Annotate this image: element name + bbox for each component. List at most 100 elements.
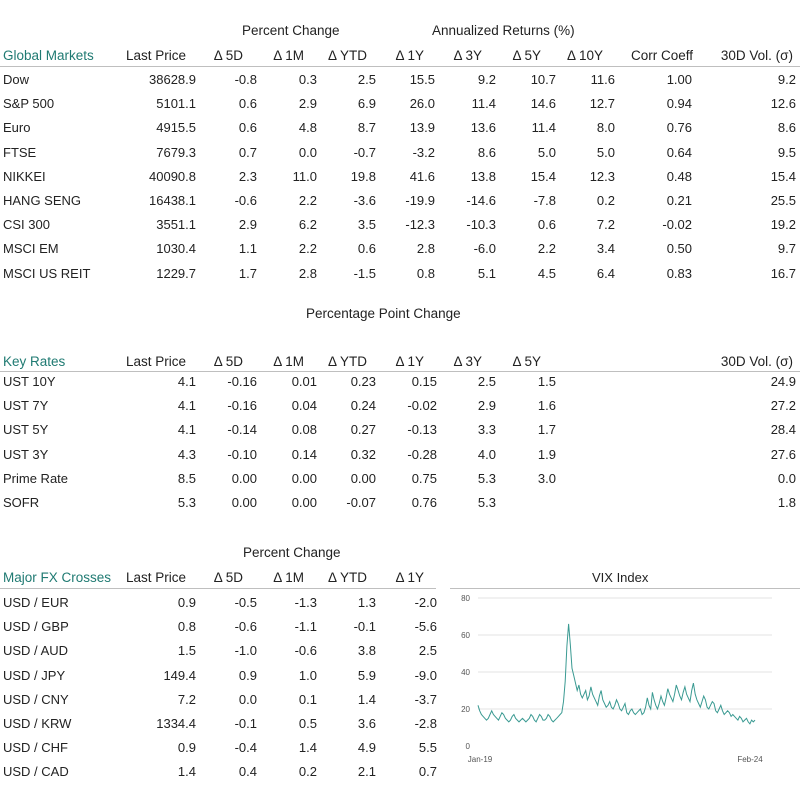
global-markets-title: Global Markets	[3, 48, 94, 63]
column-header-ytd: Δ YTD	[327, 48, 367, 63]
chart-title: VIX Index	[592, 570, 649, 585]
x-tick-label: Jan-19	[468, 755, 493, 764]
row-label: S&P 500	[3, 96, 55, 112]
cell-1m: 0.0	[298, 144, 317, 160]
cell-3y: 5.1	[477, 265, 496, 281]
table-row: USD / GBP 0.8 -0.6 -1.1 -0.1 -5.6	[0, 619, 800, 643]
row-label: Euro	[3, 120, 31, 136]
cell-3y: -10.3	[466, 217, 496, 233]
cell-5d: -0.10	[227, 446, 257, 462]
cell-30d-vol: 9.7	[777, 241, 796, 257]
table-row: USD / CNY 7.2 0.0 0.1 1.4 -3.7	[0, 692, 800, 716]
cell-last-price: 0.8	[177, 619, 196, 635]
cell-5y: 10.7	[530, 72, 556, 87]
cell-1y: -3.7	[414, 691, 437, 707]
cell-ytd: -1.5	[353, 265, 376, 281]
cell-ytd: 6.9	[357, 96, 376, 112]
cell-last-price: 4.3	[177, 446, 196, 462]
cell-30d-vol: 9.2	[777, 72, 796, 87]
cell-ytd: 2.5	[357, 72, 376, 87]
cell-ytd: -3.6	[353, 193, 376, 208]
y-tick-label: 80	[461, 594, 470, 603]
cell-corr-coeff: 0.76	[666, 120, 692, 136]
table-row: USD / CAD 1.4 0.4 0.2 2.1 0.7	[0, 764, 800, 788]
cell-30d-vol: 0.0	[777, 470, 796, 486]
table-row: FTSE 7679.3 0.7 0.0 -0.7 -3.2 8.6 5.0 5.0 0.64 9.5	[0, 145, 800, 169]
cell-1y: -2.0	[414, 595, 437, 610]
fx-header-divider	[0, 588, 436, 589]
cell-1y: -3.2	[412, 144, 435, 160]
table-row: USD / JPY 149.4 0.9 1.0 5.9 -9.0	[0, 668, 800, 692]
row-label: NIKKEI	[3, 168, 46, 184]
cell-5y: 1.9	[537, 446, 556, 462]
table-row: UST 3Y 4.3 -0.10 0.14 0.32 -0.28 4.0 1.9 27.6	[0, 447, 800, 471]
cell-3y: 4.0	[477, 446, 496, 462]
cell-ytd: 3.5	[357, 217, 376, 233]
cell-5d: 0.00	[231, 470, 257, 486]
cell-corr-coeff: 0.48	[666, 168, 692, 184]
cell-1m: 2.2	[298, 193, 317, 208]
row-label: HANG SENG	[3, 193, 82, 208]
cell-last-price: 1.5	[177, 643, 196, 659]
cell-5d: 2.9	[238, 217, 257, 233]
cell-5y: 3.0	[537, 470, 556, 486]
row-label: USD / CNY	[3, 691, 69, 707]
column-header-1y: Δ 1Y	[395, 354, 424, 369]
column-header-5y: Δ 5Y	[512, 48, 541, 63]
cell-1y: 0.8	[416, 265, 435, 281]
cell-ytd: -0.07	[346, 495, 376, 510]
cell-5d: -0.8	[234, 72, 257, 87]
row-label: FTSE	[3, 144, 37, 160]
global-annualized-returns-group-header: Annualized Returns (%)	[432, 23, 575, 38]
table-row: HANG SENG 16438.1 -0.6 2.2 -3.6 -19.9 -14.6 -7.…	[0, 193, 800, 217]
cell-last-price: 40090.8	[149, 168, 196, 184]
table-row: USD / KRW 1334.4 -0.1 0.5 3.6 -2.8	[0, 716, 800, 740]
cell-5d: -0.1	[234, 716, 257, 731]
cell-1m: -0.6	[294, 643, 317, 659]
cell-1m: 1.0	[298, 667, 317, 683]
cell-ytd: 1.4	[357, 691, 376, 707]
column-header-last-price: Last Price	[125, 354, 186, 369]
cell-30d-vol: 15.4	[770, 168, 796, 184]
cell-ytd: 0.23	[350, 374, 376, 389]
row-label: USD / CHF	[3, 740, 68, 756]
row-label: USD / JPY	[3, 667, 66, 683]
cell-1y: -9.0	[414, 667, 437, 683]
cell-last-price: 4915.5	[156, 120, 196, 136]
cell-30d-vol: 19.2	[770, 217, 796, 233]
cell-5y: 4.5	[537, 265, 556, 281]
table-row: USD / EUR 0.9 -0.5 -1.3 1.3 -2.0	[0, 595, 800, 619]
vix-line-chart: 0 20 40 60 80 Jan-19 Feb-24	[461, 594, 772, 764]
cell-1m: 0.08	[291, 422, 317, 438]
cell-30d-vol: 25.5	[770, 193, 796, 208]
cell-5d: 0.7	[238, 144, 257, 160]
table-row: UST 10Y 4.1 -0.16 0.01 0.23 0.15 2.5 1.5 24.9	[0, 374, 800, 398]
cell-last-price: 0.9	[177, 595, 196, 610]
cell-3y: 11.4	[471, 96, 496, 112]
cell-corr-coeff: 1.00	[666, 72, 692, 87]
column-header-1m: Δ 1M	[273, 570, 304, 585]
cell-ytd: -0.7	[353, 144, 376, 160]
cell-30d-vol: 1.8	[777, 495, 796, 510]
row-label: MSCI US REIT	[3, 265, 91, 281]
cell-ytd: 19.8	[350, 168, 376, 184]
cell-1m: 0.3	[298, 72, 317, 87]
cell-1m: 0.04	[291, 398, 317, 414]
row-label: UST 5Y	[3, 422, 49, 438]
cell-last-price: 5101.1	[156, 96, 196, 112]
cell-last-price: 8.5	[177, 470, 196, 486]
cell-1m: 0.14	[291, 446, 317, 462]
column-header-3y: Δ 3Y	[453, 354, 482, 369]
cell-ytd: 0.24	[350, 398, 376, 414]
cell-ytd: 0.6	[357, 241, 376, 257]
cell-1y: 2.5	[418, 643, 437, 659]
cell-5d: 1.1	[238, 241, 257, 257]
cell-ytd: 3.8	[357, 643, 376, 659]
chart-header-divider	[450, 588, 800, 589]
table-row: NIKKEI 40090.8 2.3 11.0 19.8 41.6 13.8 15.4 12.3…	[0, 169, 800, 193]
column-header-1y: Δ 1Y	[395, 570, 424, 585]
cell-1m: 0.01	[291, 374, 317, 389]
cell-last-price: 16438.1	[149, 193, 196, 208]
global-percent-change-group-header: Percent Change	[242, 23, 340, 38]
cell-1m: 0.00	[291, 495, 317, 510]
